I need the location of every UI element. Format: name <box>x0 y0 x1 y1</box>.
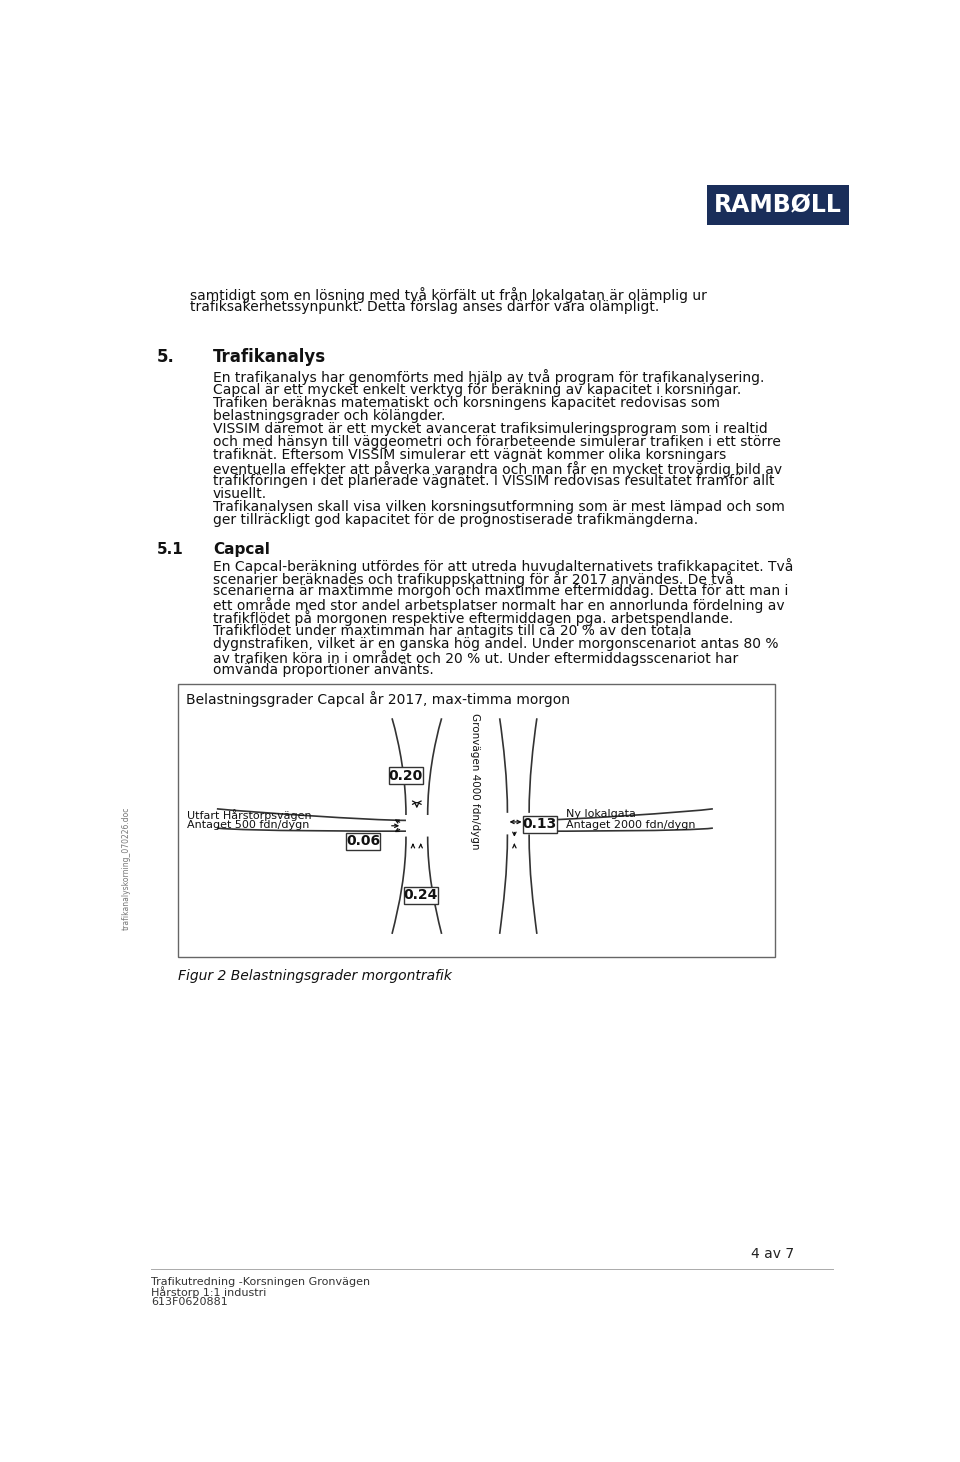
Bar <box>179 684 775 958</box>
Text: 4 av 7: 4 av 7 <box>751 1247 794 1262</box>
Text: trafiknät. Eftersom VISSIM simulerar ett vägnät kommer olika korsningars: trafiknät. Eftersom VISSIM simulerar ett… <box>213 447 727 462</box>
Text: omvända proportioner använts.: omvända proportioner använts. <box>213 662 434 677</box>
Text: Belastningsgrader Capcal år 2017, max-timma morgon: Belastningsgrader Capcal år 2017, max-ti… <box>186 692 570 708</box>
Text: 0.13: 0.13 <box>523 817 557 832</box>
Text: trafikanalyskorning_070226.doc: trafikanalyskorning_070226.doc <box>122 807 131 930</box>
Text: scenarier beräknades och trafikuppskattning för år 2017 användes. De två: scenarier beräknades och trafikuppskattn… <box>213 572 733 588</box>
Text: Trafikutredning -Korsningen Gronvägen: Trafikutredning -Korsningen Gronvägen <box>151 1276 371 1287</box>
Text: 5.1: 5.1 <box>157 542 184 557</box>
Text: belastningsgrader och kölängder.: belastningsgrader och kölängder. <box>213 409 445 423</box>
Text: Antaget 500 fdn/dygn: Antaget 500 fdn/dygn <box>187 820 310 829</box>
Text: Utfart Hårstorpsvägen: Utfart Hårstorpsvägen <box>187 808 312 820</box>
Text: Capcal: Capcal <box>213 542 270 557</box>
Text: 0.24: 0.24 <box>403 887 438 902</box>
Text: trafiksakerhetssynpunkt. Detta förslag anses därför vara olämpligt.: trafiksakerhetssynpunkt. Detta förslag a… <box>190 300 659 314</box>
Text: RAMBØLL: RAMBØLL <box>714 193 842 218</box>
Text: Trafikanalys: Trafikanalys <box>213 348 326 366</box>
Text: ger tillräckligt god kapacitet för de prognostiserade trafikmängderna.: ger tillräckligt god kapacitet för de pr… <box>213 513 698 528</box>
Text: av trafiken köra in i området och 20 % ut. Under eftermiddagsscenariot har: av trafiken köra in i området och 20 % u… <box>213 649 738 665</box>
Text: Trafiken beräknas matematiskt och korsningens kapacitet redovisas som: Trafiken beräknas matematiskt och korsni… <box>213 396 720 409</box>
Bar <box>389 768 423 784</box>
Text: Hårstorp 1:1 industri: Hårstorp 1:1 industri <box>151 1287 266 1298</box>
Text: visuellt.: visuellt. <box>213 487 267 501</box>
Text: trafikföringen i det planerade vägnätet. I VISSIM redovisas resultatet framför a: trafikföringen i det planerade vägnätet.… <box>213 474 775 488</box>
Text: Ny lokalgata: Ny lokalgata <box>566 808 636 819</box>
Text: En Capcal-beräkning utfördes för att utreda huvudalternativets trafikkapacitet. : En Capcal-beräkning utfördes för att utr… <box>213 558 793 575</box>
Text: 5.: 5. <box>157 348 175 366</box>
Text: samtidigt som en lösning med två körfält ut från lokalgatan är olämplig ur: samtidigt som en lösning med två körfält… <box>190 287 707 303</box>
Text: 613F0620881: 613F0620881 <box>151 1297 228 1307</box>
Text: och med hänsyn till väggeometri och förarbeteende simulerar trafiken i ett störr: och med hänsyn till väggeometri och föra… <box>213 434 780 449</box>
Text: Trafikanalysen skall visa vilken korsningsutformning som är mest lämpad och som: Trafikanalysen skall visa vilken korsnin… <box>213 500 785 515</box>
Bar <box>708 184 849 225</box>
Text: trafikflödet på morgonen respektive eftermiddagen pga. arbetspendlande.: trafikflödet på morgonen respektive efte… <box>213 611 733 626</box>
Text: Antaget 2000 fdn/dygn: Antaget 2000 fdn/dygn <box>566 820 696 829</box>
Bar <box>523 816 557 833</box>
Text: ett område med stor andel arbetsplatser normalt har en annorlunda fördelning av: ett område med stor andel arbetsplatser … <box>213 598 784 614</box>
Text: eventuella effekter att påverka varandra och man får en mycket trovärdig bild av: eventuella effekter att påverka varandra… <box>213 461 782 477</box>
Text: Gronvägen 4000 fdn/dygn: Gronvägen 4000 fdn/dygn <box>470 713 480 849</box>
Bar <box>347 833 380 849</box>
Text: VISSIM däremot är ett mycket avancerat trafiksimuleringsprogram som i realtid: VISSIM däremot är ett mycket avancerat t… <box>213 423 768 436</box>
Text: 0.06: 0.06 <box>347 835 380 848</box>
Text: scenarierna är maxtimme morgon och maxtimme eftermiddag. Detta för att man i: scenarierna är maxtimme morgon och maxti… <box>213 585 788 598</box>
Text: Trafikflödet under maxtimman har antagits till ca 20 % av den totala: Trafikflödet under maxtimman har antagit… <box>213 624 691 637</box>
Text: Figur 2 Belastningsgrader morgontrafik: Figur 2 Belastningsgrader morgontrafik <box>179 969 452 984</box>
Bar <box>403 886 438 904</box>
Text: dygnstrafiken, vilket är en ganska hög andel. Under morgonscenariot antas 80 %: dygnstrafiken, vilket är en ganska hög a… <box>213 636 779 651</box>
Text: En trafikanalys har genomförts med hjälp av två program för trafikanalysering.: En trafikanalys har genomförts med hjälp… <box>213 370 764 386</box>
Text: Capcal är ett mycket enkelt verktyg för beräkning av kapacitet i korsningar.: Capcal är ett mycket enkelt verktyg för … <box>213 383 741 396</box>
Text: 0.20: 0.20 <box>389 769 423 782</box>
